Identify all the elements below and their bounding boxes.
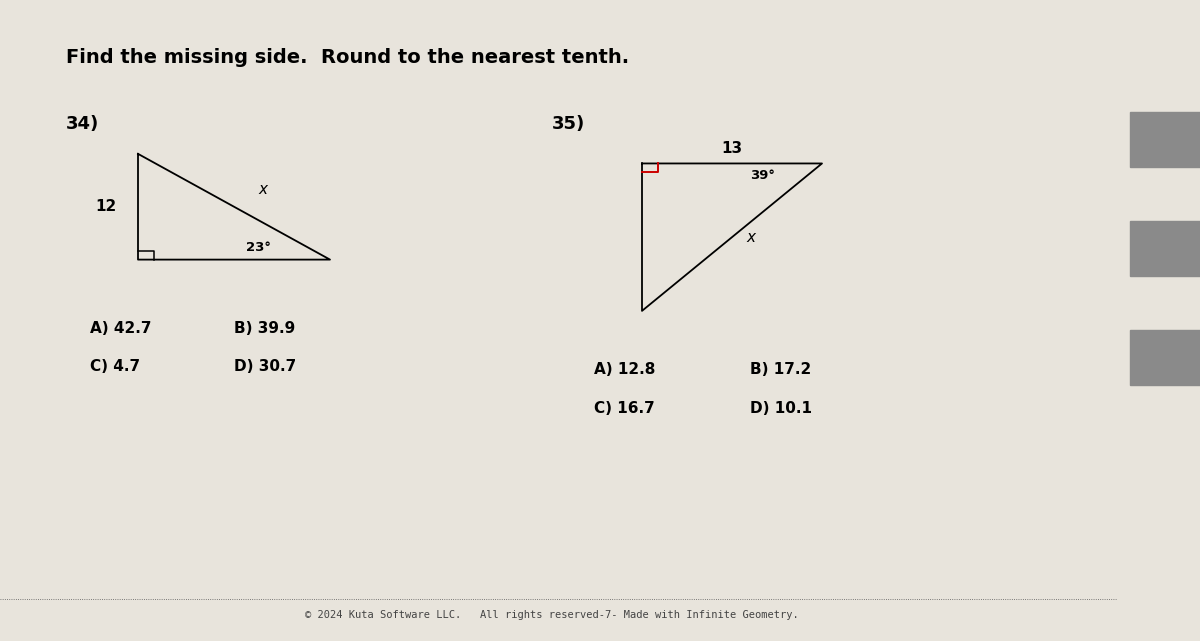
Text: C) 16.7: C) 16.7 (594, 401, 655, 415)
Text: x: x (258, 182, 266, 197)
Text: B) 17.2: B) 17.2 (750, 362, 811, 377)
Text: D) 10.1: D) 10.1 (750, 401, 812, 415)
Text: © 2024 Kuta Software LLC.   All rights reserved-7- Made with Infinite Geometry.: © 2024 Kuta Software LLC. All rights res… (305, 610, 799, 620)
Bar (1130, 330, 1200, 385)
Text: A) 12.8: A) 12.8 (594, 362, 655, 377)
Bar (1130, 112, 1200, 167)
Text: x: x (746, 229, 756, 245)
Text: Find the missing side.  Round to the nearest tenth.: Find the missing side. Round to the near… (66, 48, 629, 67)
Text: 12: 12 (95, 199, 116, 214)
Text: 39°: 39° (750, 169, 775, 181)
Text: 23°: 23° (246, 242, 271, 254)
Text: 34): 34) (66, 115, 100, 133)
Text: 35): 35) (552, 115, 586, 133)
Text: C) 4.7: C) 4.7 (90, 359, 140, 374)
Bar (1130, 221, 1200, 276)
Text: 13: 13 (721, 141, 743, 156)
Text: B) 39.9: B) 39.9 (234, 320, 295, 335)
Text: A) 42.7: A) 42.7 (90, 320, 151, 335)
Text: D) 30.7: D) 30.7 (234, 359, 296, 374)
